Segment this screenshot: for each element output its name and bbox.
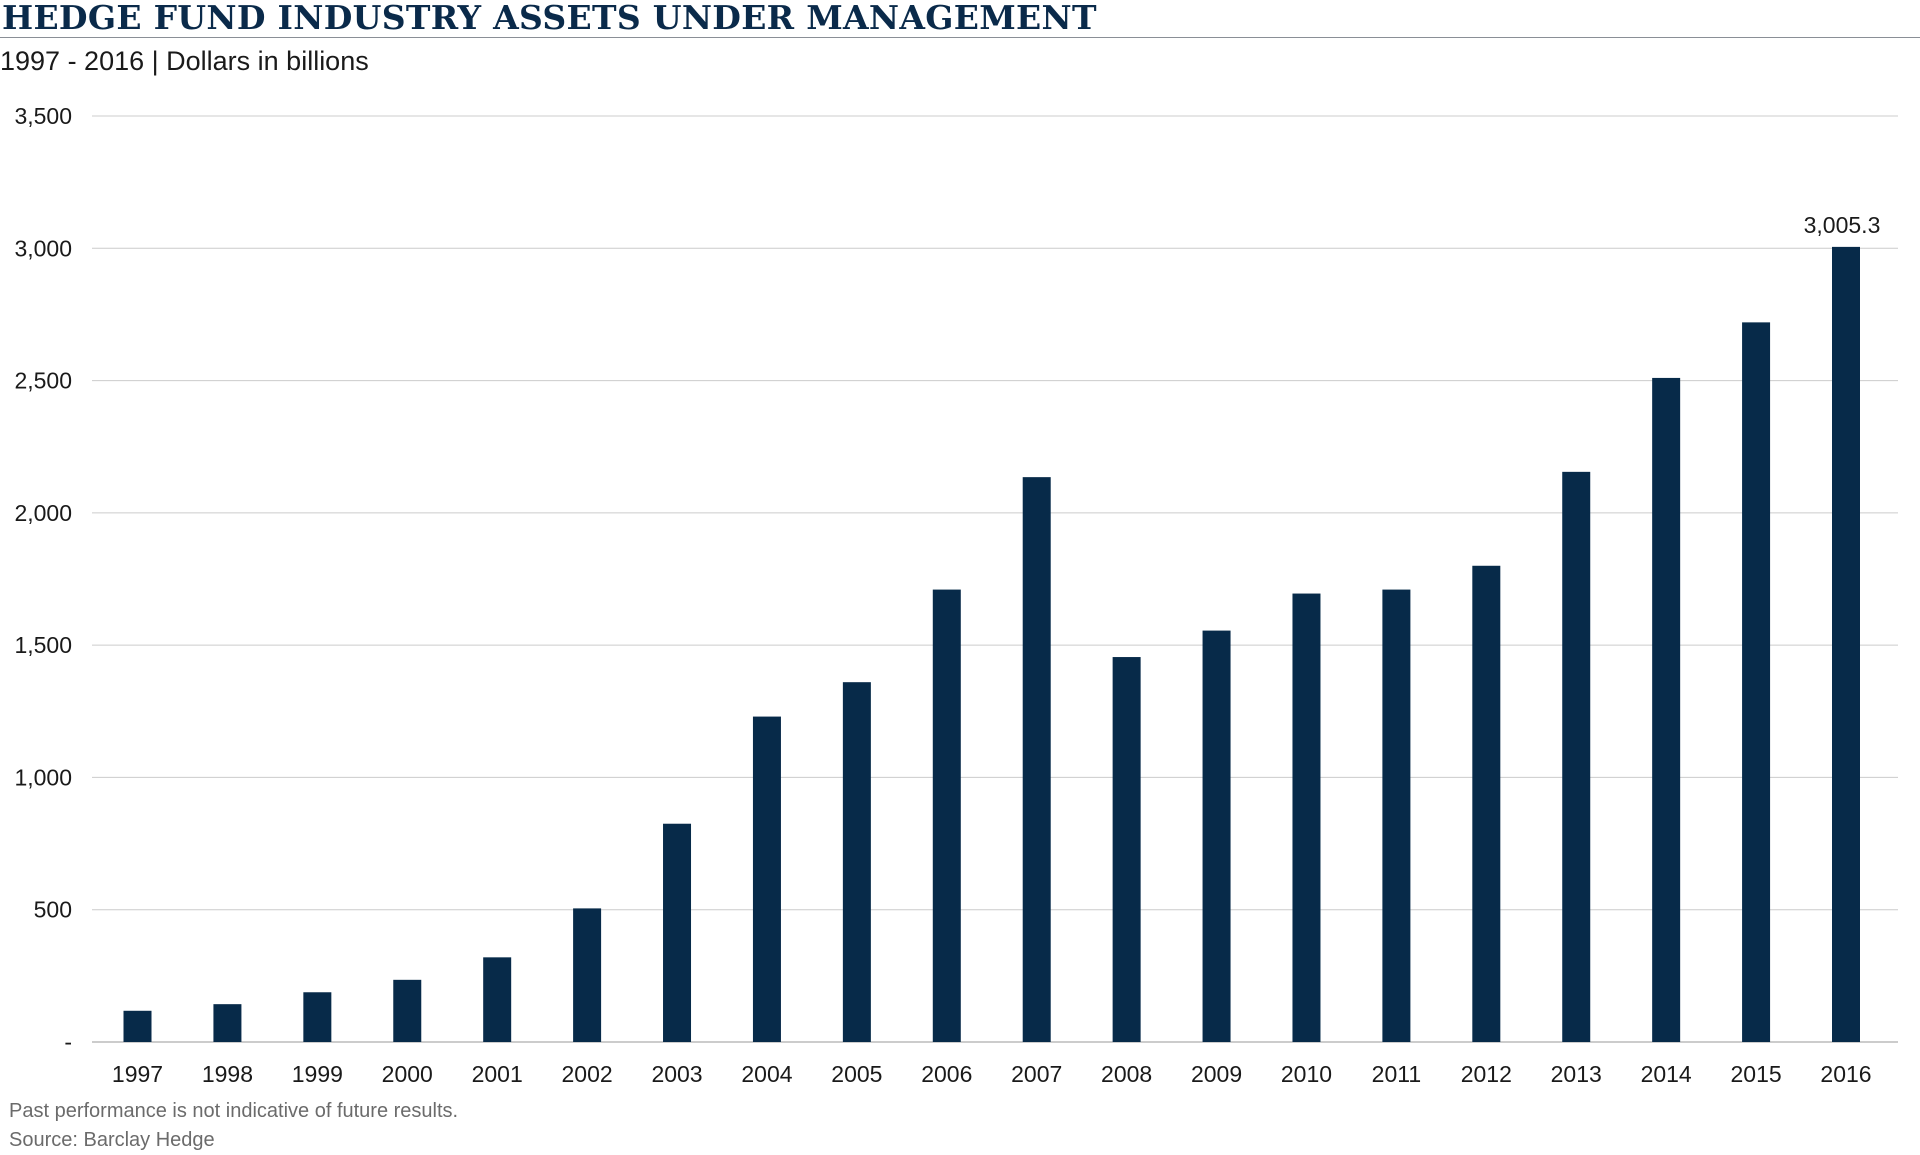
y-tick-label: 2,500 [14,368,72,394]
x-tick-label: 2003 [651,1061,702,1087]
bar-1998 [213,1004,242,1042]
bar-2000 [393,979,422,1042]
source-note: Source: Barclay Hedge [9,1129,215,1151]
data-label: 3,005.3 [1804,212,1881,238]
bar-2007 [1022,477,1051,1042]
y-tick-label: 2,000 [14,500,72,526]
x-tick-label: 2009 [1191,1061,1242,1087]
x-tick-label: 2011 [1372,1061,1421,1087]
x-tick-label: 2004 [741,1061,792,1087]
bar-1997 [123,1010,152,1042]
x-tick-label: 2001 [472,1061,523,1087]
x-tick-label: 2016 [1820,1061,1871,1087]
gridlines [92,115,1898,1043]
bar-2005 [842,682,871,1042]
x-tick-label: 2013 [1551,1061,1602,1087]
y-tick-label: 3,000 [14,235,72,261]
bar-2004 [752,716,781,1042]
x-tick-label: 2000 [382,1061,433,1087]
bar-2014 [1652,377,1681,1042]
x-tick-label: 2008 [1101,1061,1152,1087]
bar-2012 [1472,565,1501,1042]
bar-2016 [1832,246,1860,1042]
bar-1999 [303,992,332,1042]
y-axis-ticks: - 500 1,000 1,500 2,000 2,500 3,000 3,500 [14,103,72,1055]
x-tick-label: 2014 [1641,1061,1692,1087]
bar-2001 [483,957,512,1042]
y-tick-label: 3,500 [14,103,72,129]
bar-2003 [663,823,692,1042]
x-tick-label: 1997 [112,1061,163,1087]
bar-2006 [932,589,961,1042]
bar-2010 [1292,593,1321,1042]
x-tick-label: 2010 [1281,1061,1332,1087]
y-tick-label: 500 [34,897,72,923]
title-divider [0,37,1920,38]
x-tick-label: 1999 [292,1061,343,1087]
bar-2013 [1562,471,1591,1042]
chart-title: HEDGE FUND INDUSTRY ASSETS UNDER MANAGEM… [2,0,1097,37]
chart-subtitle: 1997 - 2016 | Dollars in billions [0,46,369,76]
bar-2009 [1202,630,1231,1042]
x-tick-label: 2007 [1011,1061,1062,1087]
x-tick-label: 2012 [1461,1061,1512,1087]
bar-2015 [1742,322,1771,1042]
y-tick-label: 1,500 [14,632,72,658]
x-tick-label: 2002 [562,1061,613,1087]
data-labels: 3,005.3 [1804,212,1881,238]
x-axis-ticks: 1997 1998 1999 2000 2001 2002 2003 2004 2005 2006… [112,1061,1872,1087]
x-tick-label: 2005 [831,1061,882,1087]
disclaimer-note: Past performance is not indicative of fu… [9,1100,459,1122]
bars [123,246,1860,1042]
x-tick-label: 2006 [921,1061,972,1087]
x-tick-label: 1998 [202,1061,253,1087]
y-tick-label: 1,000 [14,764,72,790]
x-tick-label: 2015 [1730,1061,1781,1087]
bar-2008 [1112,657,1141,1042]
bar-2002 [573,908,602,1042]
bar-2011 [1382,589,1411,1042]
y-tick-label: - [64,1029,72,1055]
